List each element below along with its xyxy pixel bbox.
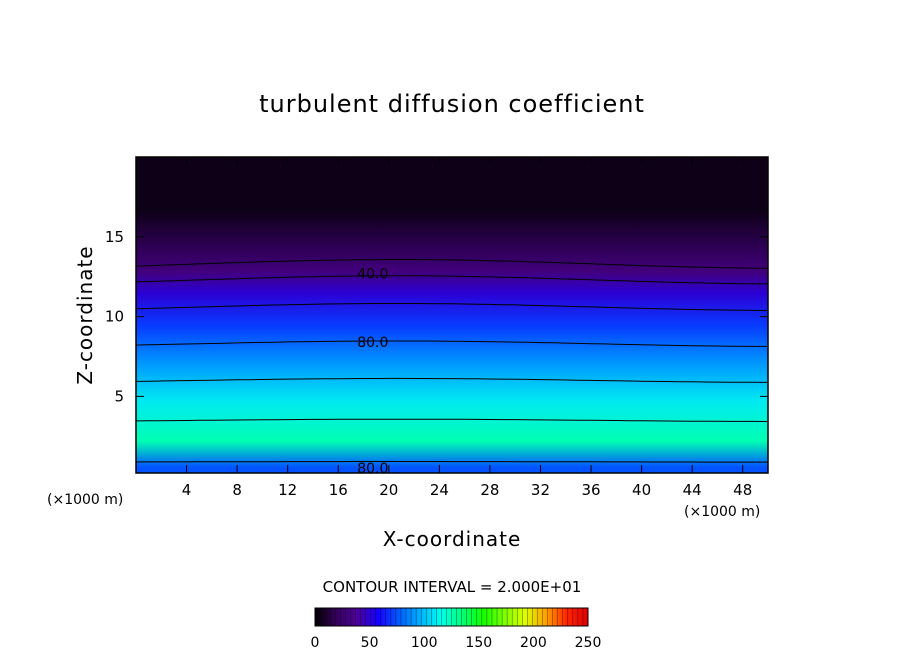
x-tick-label: 48 (733, 481, 752, 499)
y-axis-label: Z-coordinate (73, 245, 97, 384)
x-unit-left: (×1000 m) (47, 492, 123, 508)
contour-label: 40.0 (357, 267, 388, 283)
colorbar-stripes (314, 608, 589, 626)
colorbar-tick-labels: 0 50 100 150 200 250 (311, 635, 602, 651)
y-tick-label: 10 (105, 308, 124, 326)
x-tick-label: 4 (182, 481, 192, 499)
colorbar-frame (314, 607, 589, 627)
y-tick-label: 15 (105, 228, 124, 246)
plot-area: 40.0 80.0 80.0 (135, 156, 769, 477)
contour-line (135, 259, 769, 269)
colorbar-tick-label: 200 (520, 635, 547, 651)
y-axis: 5 10 15 (105, 228, 768, 405)
x-axis: 4 8 12 16 20 24 28 32 36 40 44 48 (182, 157, 752, 499)
x-unit-right: (×1000 m) (684, 504, 760, 520)
x-tick-label: 16 (329, 481, 348, 499)
contour-label: 80.0 (357, 335, 388, 351)
contour-lines (135, 259, 769, 463)
x-axis-label: X-coordinate (383, 527, 522, 551)
colorbar-tick-label: 250 (575, 635, 602, 651)
contour-label: 80.0 (357, 461, 388, 477)
contour-line (135, 275, 769, 285)
contour-interval-text: CONTOUR INTERVAL = 2.000E+01 (323, 578, 582, 596)
x-tick-label: 12 (278, 481, 297, 499)
contour-line (135, 461, 768, 463)
contour-line (135, 377, 769, 383)
heatmap-field (136, 157, 768, 473)
colorbar-tick-label: 50 (361, 635, 379, 651)
colorbar: 0 50 100 150 200 250 (311, 607, 602, 651)
y-tick-label: 5 (114, 387, 124, 405)
x-tick-label: 36 (581, 481, 600, 499)
x-tick-label: 40 (632, 481, 651, 499)
contour-line (135, 418, 769, 422)
chart-title: turbulent diffusion coefficient (259, 90, 645, 118)
x-tick-label: 20 (379, 481, 398, 499)
x-tick-label: 44 (683, 481, 702, 499)
colorbar-tick-label: 0 (311, 635, 320, 651)
x-tick-label: 24 (430, 481, 449, 499)
contour-line (135, 340, 768, 347)
colorbar-tick-label: 100 (411, 635, 438, 651)
colorbar-tick-label: 150 (465, 635, 492, 651)
contour-line (135, 303, 769, 311)
x-tick-label: 32 (531, 481, 550, 499)
x-tick-label: 8 (232, 481, 242, 499)
plot-frame (135, 156, 769, 474)
x-tick-label: 28 (480, 481, 499, 499)
